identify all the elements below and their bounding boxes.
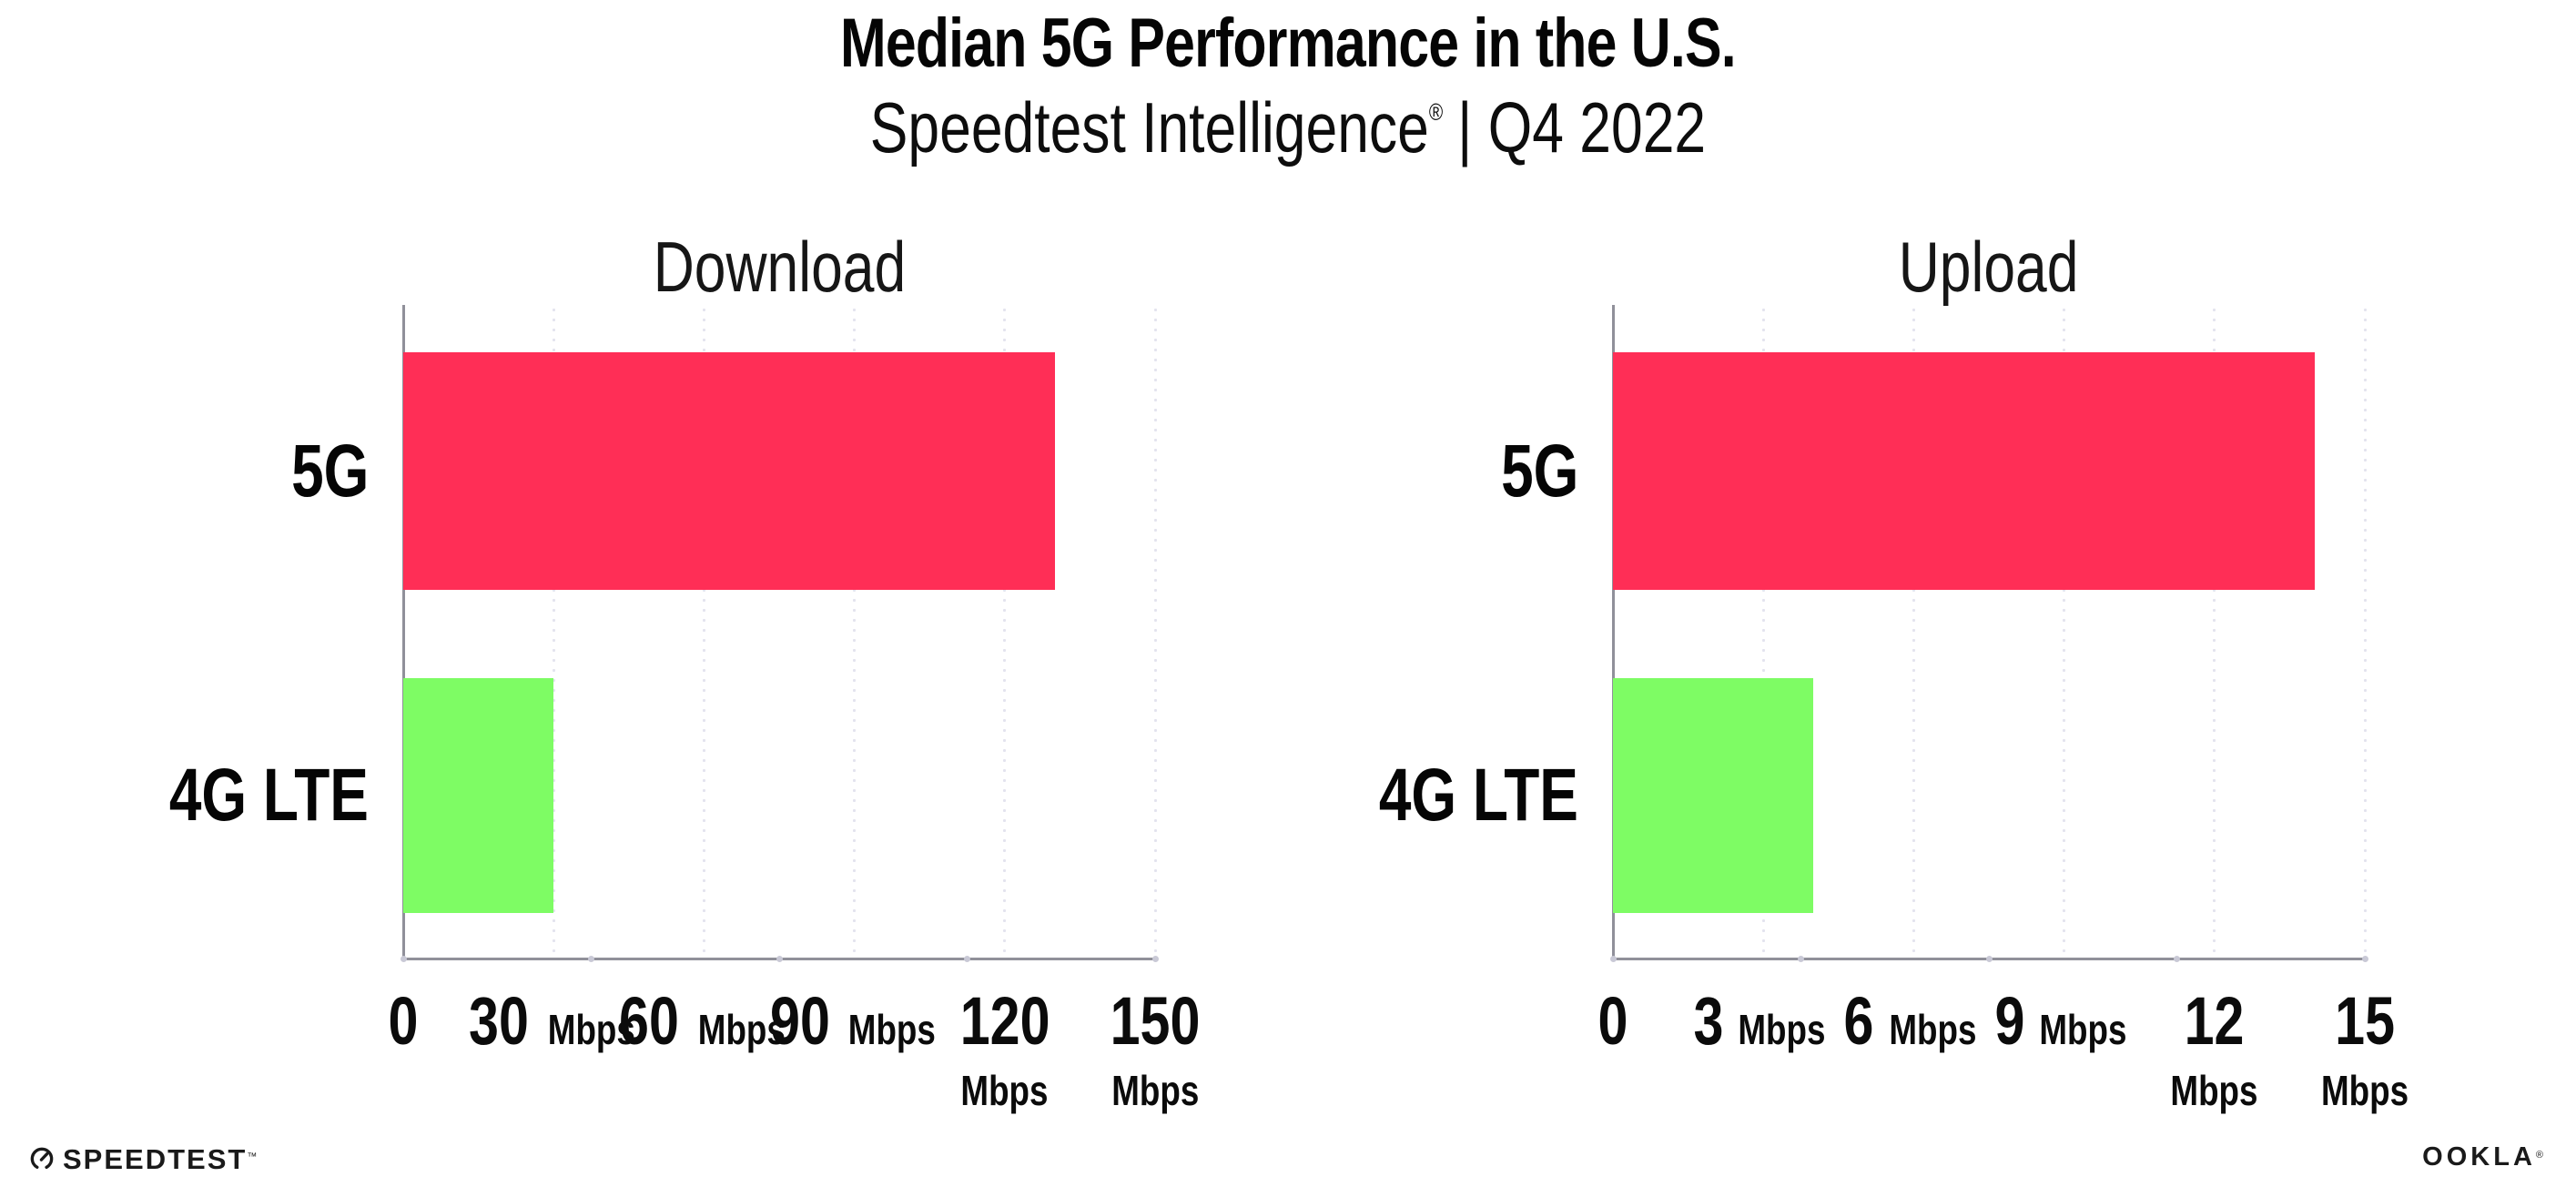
- axis-dot-upload: [2361, 956, 2368, 962]
- gridline-120-download: [1003, 305, 1007, 953]
- x-tick-value: 9: [1994, 983, 2025, 1059]
- x-tick-12-upload: 12 Mbps: [2139, 983, 2289, 1114]
- x-tick-value: 3: [1693, 983, 1724, 1059]
- gridline-9-upload: [2063, 305, 2066, 953]
- gridline-3-upload: [1761, 305, 1765, 953]
- x-tick-150-download: 150 Mbps: [1099, 983, 1211, 1114]
- download-plot-area: [400, 305, 1159, 962]
- x-tick-120-download: 120 Mbps: [929, 983, 1080, 1114]
- category-label-4g-lte-download: 4G LTE: [0, 758, 369, 833]
- page-subtitle: Speedtest Intelligence® | Q4 2022: [0, 87, 2576, 167]
- axis-dot-upload: [1985, 956, 1993, 962]
- upload-chart-title: Upload: [1899, 227, 2079, 307]
- axis-dot-download: [588, 956, 594, 962]
- ookla-logo: OOKLA ®: [2422, 1143, 2543, 1171]
- gridline-6-upload: [1912, 305, 1915, 953]
- x-tick-value: 120: [959, 983, 1050, 1059]
- upload-plot-area: [1609, 305, 2368, 962]
- page-title-text: Median 5G Performance in the U.S.: [840, 5, 1737, 82]
- y-axis-line-upload: [1612, 305, 1615, 959]
- subtitle-period: | Q4 2022: [1457, 87, 1707, 167]
- gridline-12-upload: [2213, 305, 2216, 953]
- bar-5g-download: [403, 352, 1055, 590]
- x-tick-60-download: 60 Mbps: [612, 988, 796, 1055]
- category-label-5g-upload: 5G: [1210, 429, 1578, 512]
- x-tick-15-upload: 15 Mbps: [2310, 983, 2419, 1114]
- upload-chart: Upload 5G 4G LTE 0 3 Mbps 6 Mbps 9 Mbps 12Mbps 15…: [1210, 218, 2498, 1120]
- x-tick-unit: Mbps: [960, 1067, 1049, 1114]
- category-label-text: 5G: [290, 429, 369, 512]
- ookla-wordmark: OOKLA: [2422, 1141, 2536, 1172]
- gridline-150-download: [1153, 305, 1157, 953]
- x-tick-unit: Mbps: [2039, 1006, 2127, 1053]
- trademark-icon: ™: [247, 1151, 258, 1162]
- x-tick-value: 0: [388, 983, 419, 1059]
- x-tick-unit: Mbps: [847, 1006, 936, 1053]
- x-tick-value: 150: [1110, 983, 1201, 1059]
- x-tick-value: 15: [2335, 983, 2395, 1059]
- x-tick-unit: Mbps: [2320, 1067, 2409, 1114]
- speedtest-wordmark: SPEEDTEST: [63, 1142, 248, 1175]
- axis-dot-upload: [1798, 956, 1804, 962]
- axis-dot-download: [400, 956, 407, 962]
- x-tick-30-download: 30 Mbps: [461, 988, 645, 1055]
- category-label-text: 4G LTE: [168, 754, 369, 837]
- x-tick-unit: Mbps: [1888, 1006, 1977, 1053]
- gridline-60-download: [702, 305, 705, 953]
- x-tick-unit: Mbps: [697, 1006, 786, 1053]
- download-x-axis: 0 30 Mbps 60 Mbps 90 Mbps 120Mbps 150Mbps: [389, 983, 1201, 1115]
- download-chart-title: Download: [653, 227, 906, 307]
- upload-x-axis: 0 3 Mbps 6 Mbps 9 Mbps 12Mbps 15Mbps: [1598, 983, 2409, 1115]
- category-label-5g-download: 5G: [0, 429, 369, 512]
- gridline-30-download: [552, 305, 555, 953]
- x-tick-unit: Mbps: [1738, 1006, 1826, 1053]
- category-label-text: 4G LTE: [1378, 754, 1578, 837]
- x-tick-90-download: 90 Mbps: [762, 988, 946, 1055]
- category-label-4g-lte-upload: 4G LTE: [1210, 758, 1578, 833]
- x-tick-unit: Mbps: [547, 1006, 635, 1053]
- download-category-labels: 5G 4G LTE: [0, 305, 369, 959]
- axis-dot-download: [964, 956, 970, 962]
- upload-category-labels: 5G 4G LTE: [1210, 305, 1578, 959]
- x-tick-value: 12: [2184, 983, 2245, 1059]
- axis-dot-upload: [1609, 956, 1617, 962]
- x-tick-unit: Mbps: [2170, 1067, 2258, 1114]
- speedtest-gauge-icon: [30, 1147, 54, 1171]
- download-chart: Download 5G 4G LTE 0 30 Mbps 60 Mbps 90 Mbps 120…: [0, 218, 1288, 1120]
- registered-trademark-icon: ®: [1428, 98, 1444, 126]
- x-tick-3-upload: 3 Mbps: [1690, 988, 1837, 1055]
- axis-dot-download: [1151, 956, 1159, 962]
- speedtest-logo: SPEEDTEST ™: [29, 1143, 257, 1174]
- gridline-15-upload: [2363, 305, 2367, 953]
- x-tick-value: 0: [1597, 983, 1628, 1059]
- x-tick-0-download: 0: [384, 988, 421, 1055]
- x-tick-value: 60: [619, 983, 680, 1059]
- axis-dot-upload: [2174, 956, 2180, 962]
- subtitle-product: Speedtest Intelligence: [869, 87, 1429, 167]
- x-tick-9-upload: 9 Mbps: [1991, 988, 2137, 1055]
- registered-icon: ®: [2535, 1150, 2543, 1161]
- bar-4g-lte-download: [403, 678, 554, 913]
- x-tick-0-upload: 0: [1594, 988, 1631, 1055]
- axis-dot-download: [776, 956, 783, 962]
- x-tick-value: 90: [769, 983, 830, 1059]
- gridline-90-download: [853, 305, 857, 953]
- x-tick-value: 30: [469, 983, 530, 1059]
- x-tick-6-upload: 6 Mbps: [1841, 988, 1987, 1055]
- x-tick-unit: Mbps: [1111, 1067, 1200, 1114]
- bar-5g-upload: [1613, 352, 2315, 590]
- y-axis-line-download: [402, 305, 405, 959]
- x-tick-value: 6: [1843, 983, 1874, 1059]
- bar-4g-lte-upload: [1613, 678, 1814, 913]
- category-label-text: 5G: [1500, 429, 1578, 512]
- page-title: Median 5G Performance in the U.S.: [0, 5, 2576, 82]
